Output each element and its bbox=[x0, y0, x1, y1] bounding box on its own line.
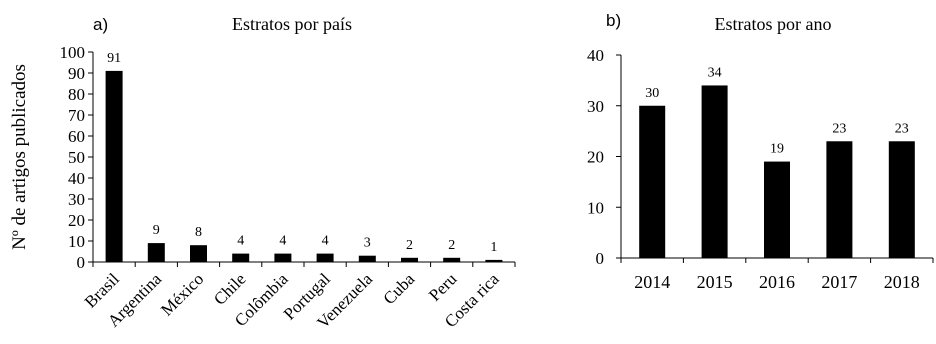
panel-b-bar-3 bbox=[826, 141, 853, 258]
panel-a-bar-9 bbox=[485, 259, 503, 262]
panel-b-category-label: 2016 bbox=[759, 272, 795, 292]
panel-a-data-label: 2 bbox=[406, 238, 413, 253]
panel-a-y-tick-label: 20 bbox=[68, 211, 85, 230]
panel-b-data-label: 30 bbox=[645, 86, 659, 101]
panel-a-bar-4 bbox=[274, 253, 292, 262]
panel-a-bar-8 bbox=[443, 257, 461, 262]
panel-a-y-tick-label: 30 bbox=[68, 190, 85, 209]
panel-b-label: b) bbox=[606, 11, 621, 30]
panel-b-data-label: 19 bbox=[770, 142, 784, 157]
panel-a-country-chart: a) Estratos por país Nº de artigos publi… bbox=[9, 14, 516, 332]
panel-b-y-tick-label: 20 bbox=[587, 148, 604, 167]
panel-b-category-label: 2015 bbox=[697, 272, 733, 292]
panel-a-tick-labels: 0102030405060708090100BrasilArgentinaMéx… bbox=[60, 43, 504, 332]
panel-b-category-label: 2014 bbox=[634, 272, 670, 292]
panel-a-data-label: 91 bbox=[107, 51, 121, 66]
panel-b-y-tick-label: 0 bbox=[596, 249, 605, 268]
panel-a-bar-3 bbox=[232, 253, 250, 262]
panel-b-tick-labels: 0 10 20 30 40 2014 2015 2016 2017 2018 bbox=[587, 46, 920, 292]
panel-a-bar-7 bbox=[401, 257, 418, 262]
panel-a-bars bbox=[105, 70, 503, 263]
panel-b-category-label: 2017 bbox=[821, 272, 857, 292]
panel-a-label: a) bbox=[93, 15, 108, 34]
panel-a-data-label: 1 bbox=[490, 240, 497, 255]
panel-a-y-tick-label: 70 bbox=[68, 106, 85, 125]
panel-b-bars bbox=[639, 85, 915, 258]
panel-b-y-tick-label: 40 bbox=[587, 46, 604, 65]
panel-b-data-label: 23 bbox=[832, 121, 846, 136]
panel-a-data-label: 8 bbox=[195, 225, 202, 240]
panel-a-y-tick-label: 10 bbox=[68, 232, 85, 251]
panel-a-data-label: 4 bbox=[237, 234, 244, 249]
panel-a-data-label: 4 bbox=[279, 234, 286, 249]
panel-b-title: Estratos por ano bbox=[715, 14, 832, 34]
panel-b-year-chart: b) Estratos por ano 0 10 20 30 40 2014 2015 201… bbox=[587, 11, 934, 292]
panel-a-category-label: Peru bbox=[425, 269, 461, 305]
panel-a-y-tick-label: 40 bbox=[68, 169, 85, 188]
panel-a-data-label: 2 bbox=[448, 238, 455, 253]
panel-a-data-label: 4 bbox=[322, 234, 329, 249]
panel-b-bar-4 bbox=[888, 141, 915, 258]
panel-b-bar-0 bbox=[639, 105, 666, 258]
panel-a-bar-1 bbox=[147, 243, 165, 262]
panel-a-title: Estratos por país bbox=[232, 14, 352, 34]
panel-b-data-labels: 30 34 19 23 23 bbox=[645, 65, 909, 156]
panel-b-y-tick-label: 10 bbox=[587, 198, 604, 217]
panel-a-y-tick-label: 90 bbox=[68, 64, 85, 83]
panel-a-y-tick-label: 50 bbox=[68, 148, 85, 167]
panel-b-data-label: 34 bbox=[708, 65, 722, 80]
panel-a-y-tick-label: 100 bbox=[60, 43, 86, 62]
panel-a-y-axis-label: Nº de artigos publicados bbox=[9, 64, 30, 250]
panel-b-bar-1 bbox=[701, 85, 728, 258]
panel-b-data-label: 23 bbox=[895, 121, 909, 136]
panel-a-y-tick-label: 80 bbox=[68, 85, 85, 104]
panel-b-bar-2 bbox=[764, 161, 790, 258]
panel-b-category-label: 2018 bbox=[884, 272, 920, 292]
panel-a-bar-5 bbox=[316, 253, 334, 262]
panel-a-data-label: 3 bbox=[364, 236, 371, 251]
panel-b-y-tick-label: 30 bbox=[587, 97, 604, 116]
panel-a-category-label: México bbox=[157, 269, 207, 319]
panel-a-y-tick-label: 60 bbox=[68, 127, 85, 146]
panel-a-data-label: 9 bbox=[153, 223, 160, 238]
panel-a-bar-0 bbox=[105, 70, 123, 263]
panel-a-y-tick-label: 0 bbox=[77, 253, 86, 272]
panel-a-data-labels: 91 9 8 4 4 4 3 2 2 1 bbox=[107, 51, 497, 255]
panel-a-category-label: Cuba bbox=[380, 269, 419, 308]
panel-a-bar-2 bbox=[190, 245, 207, 262]
panel-a-bar-6 bbox=[358, 255, 376, 262]
